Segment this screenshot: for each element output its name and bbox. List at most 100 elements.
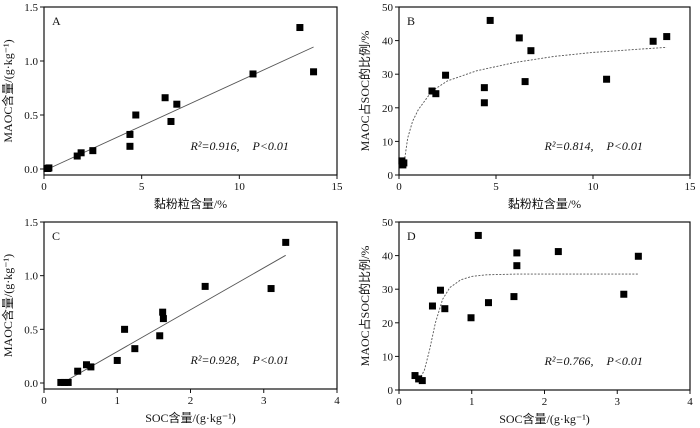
data-point xyxy=(554,248,562,256)
data-point xyxy=(161,94,169,102)
y-tick-label: 20 xyxy=(382,318,394,330)
data-point xyxy=(87,363,95,371)
p-value-annotation: P<0.01 xyxy=(606,139,643,153)
data-point xyxy=(310,68,318,76)
data-point xyxy=(121,325,129,333)
y-tick-label: 0 xyxy=(388,170,394,182)
data-point xyxy=(113,356,121,364)
fit-line xyxy=(404,46,667,159)
data-point xyxy=(131,345,139,353)
y-tick-label: 30 xyxy=(382,69,394,81)
data-point xyxy=(441,305,449,313)
data-point xyxy=(484,299,492,307)
data-point xyxy=(428,302,436,310)
data-point xyxy=(57,378,65,386)
data-point xyxy=(201,282,209,290)
data-point xyxy=(418,377,426,385)
data-point xyxy=(282,238,290,246)
x-tick-label: 1 xyxy=(115,395,121,407)
panel-label: D xyxy=(407,229,416,243)
fit-line xyxy=(418,273,640,381)
data-point xyxy=(649,37,657,45)
y-tick-label: 0.0 xyxy=(24,164,38,176)
y-tick-label: 40 xyxy=(382,251,394,263)
data-point xyxy=(132,111,140,119)
y-tick-label: 0.5 xyxy=(24,110,38,122)
data-point xyxy=(159,315,167,323)
data-point xyxy=(527,47,535,55)
plot-frame xyxy=(43,6,338,176)
data-point xyxy=(634,252,642,260)
panel-d: 0 1 2 3 401020304050SOC含量/(g·kg⁻¹)MAOC占SOC的比… xyxy=(357,217,693,426)
data-point xyxy=(486,16,494,24)
panel-label: A xyxy=(52,14,61,28)
data-point xyxy=(126,142,134,150)
p-value-annotation: P<0.01 xyxy=(252,139,289,153)
data-point xyxy=(428,87,436,95)
panel-label: C xyxy=(52,229,60,243)
r-squared-annotation: R²=0.928, xyxy=(190,353,240,367)
panel-a: 0 5 10 15 0.0 0.5 1.0 1.5 黏粉粒含量/% MAOC含量/(g·kg⁻¹)… xyxy=(0,2,343,211)
data-point xyxy=(45,164,53,172)
data-point xyxy=(432,90,440,98)
r-squared-annotation: R²=0.766, xyxy=(544,354,594,368)
data-point xyxy=(74,367,82,375)
data-point xyxy=(521,78,529,86)
y-axis-label: MAOC占SOC的比例/% xyxy=(357,246,372,367)
data-point xyxy=(296,24,304,32)
data-point xyxy=(400,159,408,167)
y-tick-label: 30 xyxy=(382,284,394,296)
data-point xyxy=(480,99,488,107)
data-point xyxy=(267,285,275,293)
x-axis-label: 黏粉粒含量/% xyxy=(154,196,227,211)
y-tick-label: 40 xyxy=(382,36,394,48)
data-point xyxy=(513,249,521,257)
x-tick-label: 4 xyxy=(334,395,340,407)
data-point xyxy=(480,84,488,92)
x-tick-label: 5 xyxy=(139,181,145,193)
panel-c: 0 1 2 3 4 0.0 0.5 1.0 1.5 SOC含量/(g·kg⁻¹) MAOC含量/(g… xyxy=(0,217,340,425)
y-tick-label: 50 xyxy=(382,2,394,14)
data-point xyxy=(510,293,518,301)
y-tick-label: 1.0 xyxy=(24,271,38,283)
x-axis-label: 黏粉粒含量/% xyxy=(508,196,581,211)
panel-b: 0 5 10 15 0 10 20 30 40 50 黏粉粒含量/% MAOC占SOC的比例/% B R²… xyxy=(357,2,696,211)
x-tick-label: 3 xyxy=(261,395,267,407)
x-tick-label: 2 xyxy=(542,396,548,408)
y-tick-label: 20 xyxy=(382,103,394,115)
data-point xyxy=(89,147,97,155)
x-tick-label: 0 xyxy=(396,396,402,408)
data-point xyxy=(159,308,167,316)
data-point xyxy=(513,262,521,270)
r-squared-annotation: R²=0.814, xyxy=(544,139,594,153)
data-point xyxy=(64,378,72,386)
x-tick-label: 10 xyxy=(588,181,600,193)
data-point xyxy=(156,332,164,340)
x-tick-label: 0 xyxy=(41,181,47,193)
data-point xyxy=(474,231,482,239)
data-point xyxy=(73,152,81,160)
x-tick-label: 15 xyxy=(332,181,344,193)
data-point xyxy=(415,375,423,383)
data-point xyxy=(467,314,475,322)
x-tick-label: 0 xyxy=(396,181,402,193)
data-point xyxy=(173,100,181,108)
data-point xyxy=(620,290,628,298)
data-point xyxy=(167,117,175,125)
data-point xyxy=(436,286,444,294)
y-tick-label: 50 xyxy=(382,217,394,229)
y-axis-label: MAOC含量/(g·kg⁻¹) xyxy=(0,39,15,142)
data-point xyxy=(82,361,90,369)
y-tick-label: 1.0 xyxy=(24,56,38,68)
x-axis-label: SOC含量/(g·kg⁻¹) xyxy=(145,410,236,425)
p-value-annotation: P<0.01 xyxy=(252,353,289,367)
y-tick-label: 1.5 xyxy=(24,2,38,14)
x-axis-label: SOC含量/(g·kg⁻¹) xyxy=(499,411,590,426)
fit-line xyxy=(65,254,286,382)
data-point xyxy=(663,33,671,41)
x-tick-label: 10 xyxy=(234,181,246,193)
plot-frame xyxy=(398,6,691,176)
x-tick-label: 4 xyxy=(687,396,693,408)
